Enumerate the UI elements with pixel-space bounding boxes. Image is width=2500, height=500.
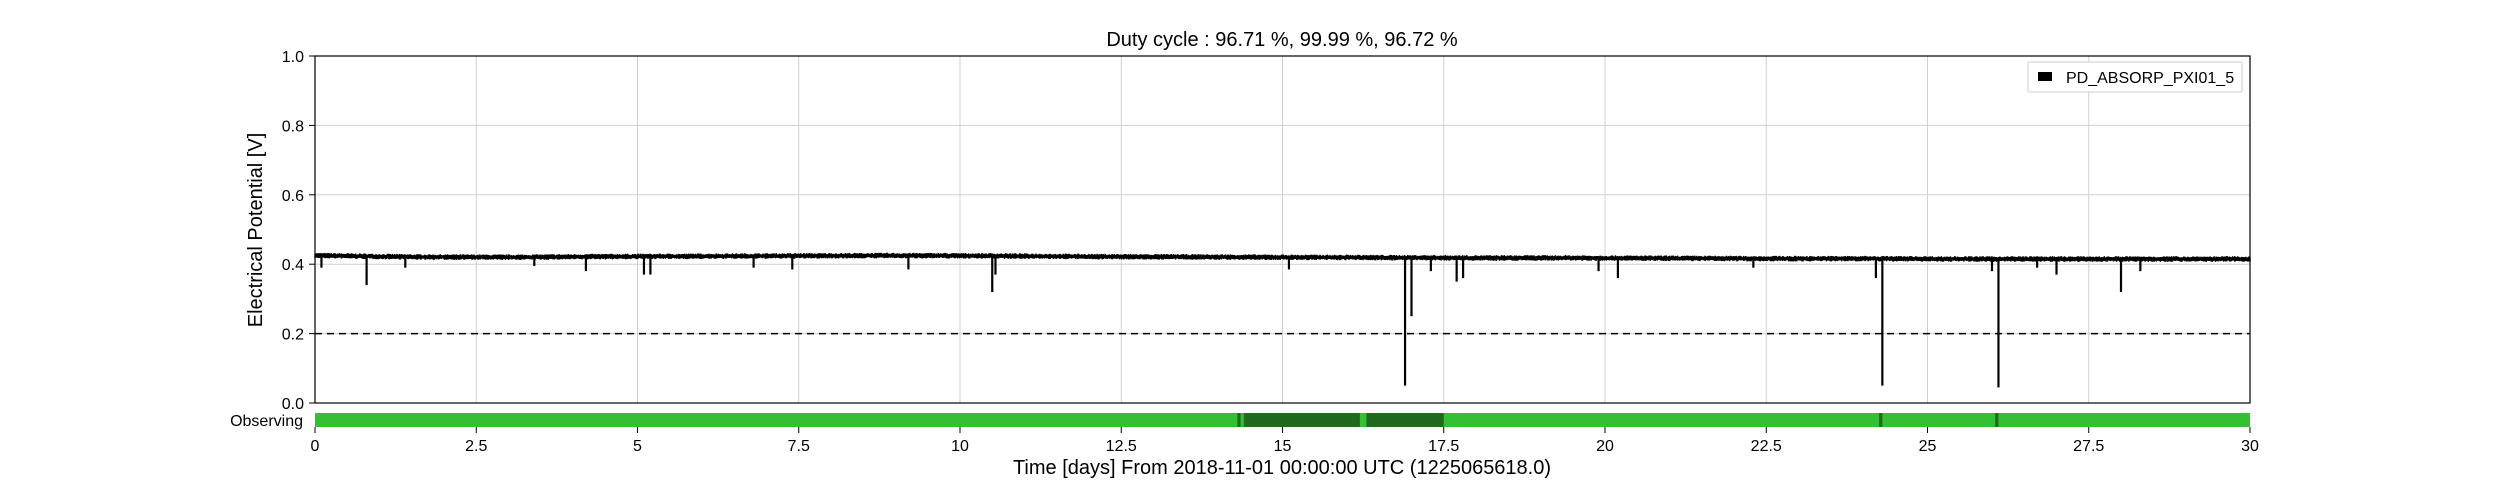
series-line [314,252,2251,262]
x-tick-label: 17.5 [1428,438,1459,455]
x-tick-label: 10 [951,438,969,455]
x-tick-label: 22.5 [1751,438,1782,455]
segment-flag [1879,413,1883,427]
y-axis-ticks: 0.0 0.2 0.4 0.6 0.8 1.0 [282,49,315,413]
x-tick-label: 30 [2241,438,2259,455]
y-tick-label: 0.2 [282,327,304,344]
y-tick-label: 0.0 [282,396,304,413]
y-axis-label: Electrical Potential [V] [245,133,267,328]
y-tick-label: 0.8 [282,118,304,135]
x-tick-label: 5 [633,438,642,455]
x-tick-label: 20 [1596,438,1614,455]
y-tick-label: 0.4 [282,257,304,274]
legend: PD_ABSORP_PXI01_5 [2027,61,2243,93]
x-tick-label: 25 [1919,438,1937,455]
x-tick-label: 27.5 [2073,438,2104,455]
x-tick-label: 0 [311,438,320,455]
x-tick-label: 2.5 [465,438,487,455]
series-layer [314,252,2251,388]
x-tick-label: 7.5 [788,438,810,455]
segment-flags [1237,413,1999,427]
segment-flag [1237,413,1241,427]
x-axis-ticks: 0 2.5 5 7.5 10 12.5 15 17.5 20 22.5 25 27.5 30 [311,427,2259,455]
segment-flag [1995,413,1999,427]
segment-flag [1366,413,1444,427]
x-tick-label: 12.5 [1106,438,1137,455]
legend-label: PD_ABSORP_PXI01_5 [2066,70,2234,87]
legend-swatch [2038,72,2052,81]
x-axis-label: Time [days] From 2018-11-01 00:00:00 UTC… [1013,457,1551,479]
chart-title: Duty cycle : 96.71 %, 99.99 %, 96.72 % [1106,29,1458,51]
x-tick-label: 15 [1274,438,1292,455]
segment-flag [1243,413,1360,427]
legend-box [2027,61,2243,93]
y-tick-label: 0.6 [282,188,304,205]
y-tick-label: 1.0 [282,49,304,66]
plot-area-frame [314,55,2251,404]
segment-row-label: Observing [230,413,303,430]
